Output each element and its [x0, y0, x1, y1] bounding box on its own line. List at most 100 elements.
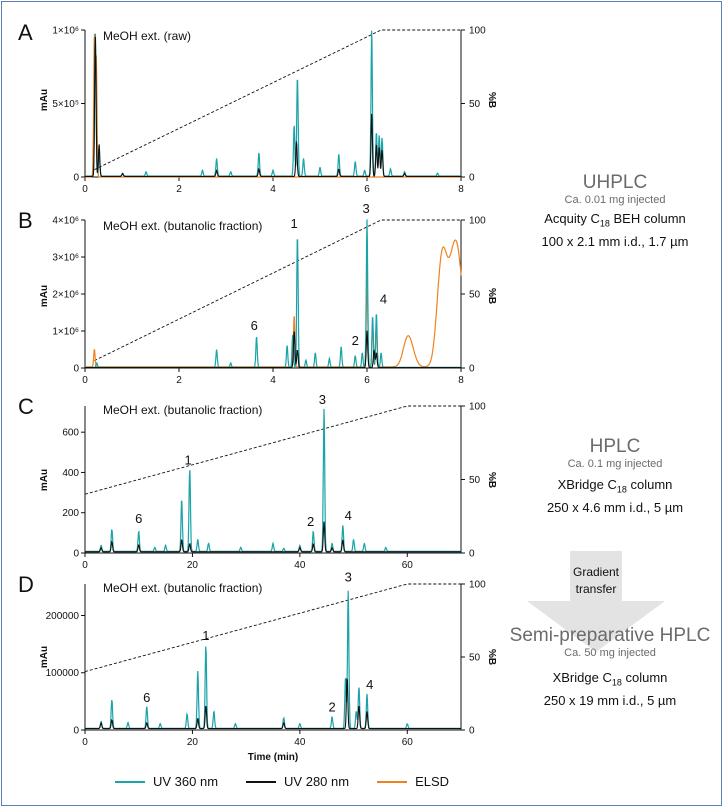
x-tick-label: 6: [364, 375, 370, 386]
y-tick-label: 0: [73, 726, 79, 737]
legend-item-uv280: UV 280 nm: [246, 774, 349, 789]
semiprep-dims: 250 x 19 mm i.d., 5 µm: [543, 692, 677, 708]
trace-uv280: [85, 36, 461, 178]
y-tick-label: 1×10⁶: [52, 327, 79, 338]
gradient-line: [94, 219, 461, 362]
y-tick-label: 0: [73, 173, 79, 184]
y2-tick-label: 0: [469, 726, 475, 737]
panel-label: C: [18, 394, 34, 419]
peak-label: 6: [143, 690, 150, 705]
hplc-title: HPLC: [589, 436, 641, 457]
panel-title: MeOH ext. (raw): [103, 29, 191, 43]
y-axis-label: mAu: [39, 646, 50, 668]
peak-label: 3: [319, 392, 326, 407]
gradient-line: [94, 29, 461, 171]
y-tick-label: 0: [73, 364, 79, 375]
peak-label: 2: [307, 514, 314, 529]
x-tick-label: 4: [270, 375, 276, 386]
peak-label: 4: [366, 677, 373, 692]
y2-tick-label: 100: [469, 402, 486, 413]
panel-title: MeOH ext. (butanolic fraction): [103, 581, 262, 595]
peak-label: 4: [380, 291, 387, 306]
y-tick-label: 5×10⁵: [52, 99, 79, 110]
panel-title: MeOH ext. (butanolic fraction): [103, 403, 262, 417]
y2-tick-label: 0: [469, 364, 475, 375]
peak-label: 2: [328, 700, 335, 715]
x-axis-label: Time (min): [248, 752, 298, 763]
peak-label: 1: [202, 628, 209, 643]
y-tick-label: 0: [73, 549, 79, 560]
y-tick-label: 200000: [46, 611, 80, 622]
y-axis-label: mAu: [39, 469, 50, 491]
x-tick-label: 6: [364, 184, 370, 195]
y-axis-label: mAu: [39, 285, 50, 307]
hplc-column: XBridge C18 column: [557, 477, 673, 495]
x-tick-label: 20: [187, 737, 199, 748]
y2-axis-label: %B: [486, 288, 497, 304]
semiprep-injected: Ca. 50 mg injected: [564, 647, 656, 659]
x-tick-label: 40: [294, 737, 306, 748]
legend-item-uv360: UV 360 nm: [115, 774, 218, 789]
x-tick-label: 0: [82, 184, 88, 195]
y2-tick-label: 100: [469, 580, 486, 591]
x-tick-label: 40: [294, 560, 306, 571]
x-tick-label: 2: [176, 184, 182, 195]
y-tick-label: 1×10⁶: [52, 26, 79, 37]
x-tick-label: 4: [270, 184, 276, 195]
peak-label: 2: [352, 333, 359, 348]
y-axis-label: mAu: [39, 89, 50, 111]
uhplc-annotation: UHPLC Ca. 0.01 mg injected Acquity C18 B…: [530, 172, 700, 251]
y-tick-label: 400: [62, 468, 79, 479]
legend-swatch-uv280: [246, 780, 277, 783]
legend-swatch-uv360: [115, 780, 145, 783]
y2-tick-label: 100: [469, 216, 486, 227]
x-tick-label: 60: [402, 560, 414, 571]
peak-label: 3: [345, 570, 352, 585]
panel-label: B: [18, 208, 33, 233]
peak-label: 1: [185, 452, 192, 467]
uhplc-dims: 100 x 2.1 mm i.d., 1.7 µm: [541, 233, 689, 249]
y2-tick-label: 50: [469, 290, 481, 301]
y2-axis-label: %B: [486, 649, 497, 665]
y2-tick-label: 50: [469, 475, 481, 486]
x-tick-label: 8: [458, 375, 464, 386]
peak-label: 6: [251, 318, 258, 333]
y2-tick-label: 50: [469, 653, 481, 664]
trace-elsd: [85, 33, 461, 178]
x-tick-label: 0: [82, 375, 88, 386]
x-tick-label: 20: [187, 560, 199, 571]
legend-item-elsd: ELSD: [377, 774, 449, 789]
y-tick-label: 200: [62, 508, 79, 519]
trace-uv360: [85, 30, 461, 178]
hplc-dims: 250 x 4.6 mm i.d., 5 µm: [546, 499, 684, 515]
trace-uv280: [85, 678, 461, 730]
peak-label: 1: [291, 216, 298, 231]
trace-uv280: [85, 330, 461, 369]
peak-label: 6: [135, 511, 142, 526]
y-tick-label: 3×10⁶: [52, 253, 79, 264]
y2-axis-label: %B: [486, 472, 497, 488]
gradient-transfer-label: Gradient transfer: [572, 565, 620, 596]
gradient-line: [84, 405, 461, 495]
y-tick-label: 4×10⁶: [52, 216, 79, 227]
hplc-injected: Ca. 0.1 mg injected: [567, 458, 663, 470]
y-tick-label: 600: [62, 428, 79, 439]
semiprep-column: XBridge C18 column: [552, 670, 668, 688]
y2-tick-label: 100: [469, 26, 486, 37]
x-tick-label: 60: [402, 737, 414, 748]
panel-d: 0 20 40 60 0 100000 200000 0 50 100 mAu %B Time (min…: [18, 570, 497, 763]
panel-label: D: [18, 572, 34, 597]
panel-label: A: [18, 20, 33, 45]
peak-label: 4: [345, 508, 352, 523]
x-tick-label: 8: [458, 184, 464, 195]
semiprep-annotation: Semi-preparative HPLC Ca. 50 mg injected…: [500, 625, 720, 710]
y2-tick-label: 50: [469, 99, 481, 110]
uhplc-title: UHPLC: [582, 172, 648, 193]
trace-uv360: [85, 590, 461, 729]
panel-title: MeOH ext. (butanolic fraction): [103, 219, 262, 233]
